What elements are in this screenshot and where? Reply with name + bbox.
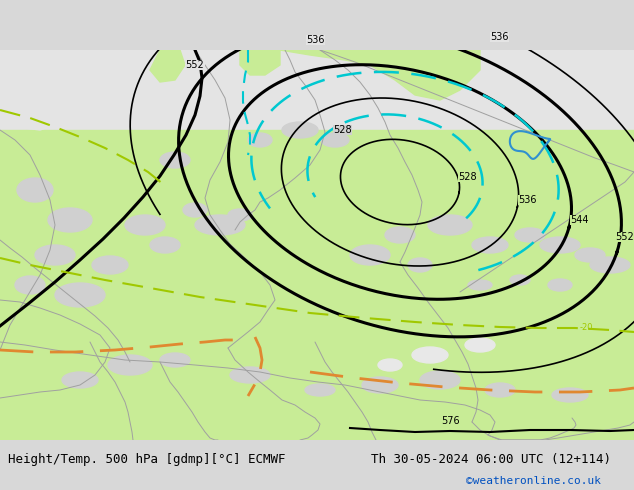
- Ellipse shape: [472, 237, 508, 253]
- Text: 576: 576: [441, 416, 459, 426]
- Ellipse shape: [515, 228, 545, 242]
- Ellipse shape: [282, 122, 318, 138]
- Ellipse shape: [552, 388, 588, 402]
- Polygon shape: [150, 50, 185, 82]
- Text: 552: 552: [615, 232, 634, 242]
- Polygon shape: [480, 50, 585, 115]
- Ellipse shape: [305, 384, 335, 396]
- Ellipse shape: [408, 258, 432, 272]
- Text: -20: -20: [580, 322, 593, 332]
- Polygon shape: [220, 50, 290, 105]
- Ellipse shape: [35, 245, 75, 265]
- Ellipse shape: [160, 353, 190, 367]
- Ellipse shape: [428, 215, 472, 235]
- Ellipse shape: [575, 248, 605, 262]
- Text: 536: 536: [306, 35, 325, 45]
- Ellipse shape: [468, 280, 492, 290]
- Polygon shape: [0, 50, 110, 130]
- Text: 544: 544: [570, 215, 588, 225]
- Ellipse shape: [195, 215, 245, 235]
- Polygon shape: [280, 50, 480, 100]
- Ellipse shape: [92, 256, 128, 274]
- Ellipse shape: [321, 133, 349, 147]
- Ellipse shape: [385, 227, 415, 243]
- Polygon shape: [155, 50, 240, 115]
- Ellipse shape: [465, 338, 495, 352]
- Ellipse shape: [548, 279, 572, 291]
- Text: 536: 536: [518, 195, 536, 205]
- Ellipse shape: [485, 383, 515, 397]
- Text: Height/Temp. 500 hPa [gdmp][°C] ECMWF: Height/Temp. 500 hPa [gdmp][°C] ECMWF: [8, 453, 285, 466]
- Ellipse shape: [183, 203, 207, 217]
- Ellipse shape: [590, 257, 630, 273]
- Polygon shape: [600, 50, 634, 90]
- Bar: [0, 50, 634, 160]
- Ellipse shape: [350, 245, 390, 265]
- Bar: [0, 130, 634, 440]
- Text: 528: 528: [458, 172, 477, 182]
- Ellipse shape: [412, 347, 448, 363]
- Ellipse shape: [248, 133, 272, 147]
- Ellipse shape: [62, 372, 98, 388]
- Ellipse shape: [160, 152, 190, 168]
- Ellipse shape: [125, 215, 165, 235]
- Text: Th 30-05-2024 06:00 UTC (12+114): Th 30-05-2024 06:00 UTC (12+114): [371, 453, 611, 466]
- Ellipse shape: [17, 178, 53, 202]
- Ellipse shape: [55, 283, 105, 307]
- Polygon shape: [240, 50, 280, 75]
- Ellipse shape: [378, 359, 402, 371]
- Ellipse shape: [228, 209, 252, 221]
- Text: 536: 536: [490, 32, 508, 42]
- Text: ©weatheronline.co.uk: ©weatheronline.co.uk: [466, 476, 601, 486]
- Ellipse shape: [540, 237, 580, 253]
- Ellipse shape: [15, 276, 45, 294]
- Ellipse shape: [150, 237, 180, 253]
- Text: 552: 552: [186, 60, 204, 70]
- Text: 528: 528: [333, 125, 352, 135]
- Ellipse shape: [510, 275, 530, 285]
- Ellipse shape: [48, 208, 92, 232]
- Ellipse shape: [108, 355, 152, 375]
- Ellipse shape: [230, 367, 270, 383]
- Ellipse shape: [420, 371, 460, 389]
- Ellipse shape: [362, 377, 398, 393]
